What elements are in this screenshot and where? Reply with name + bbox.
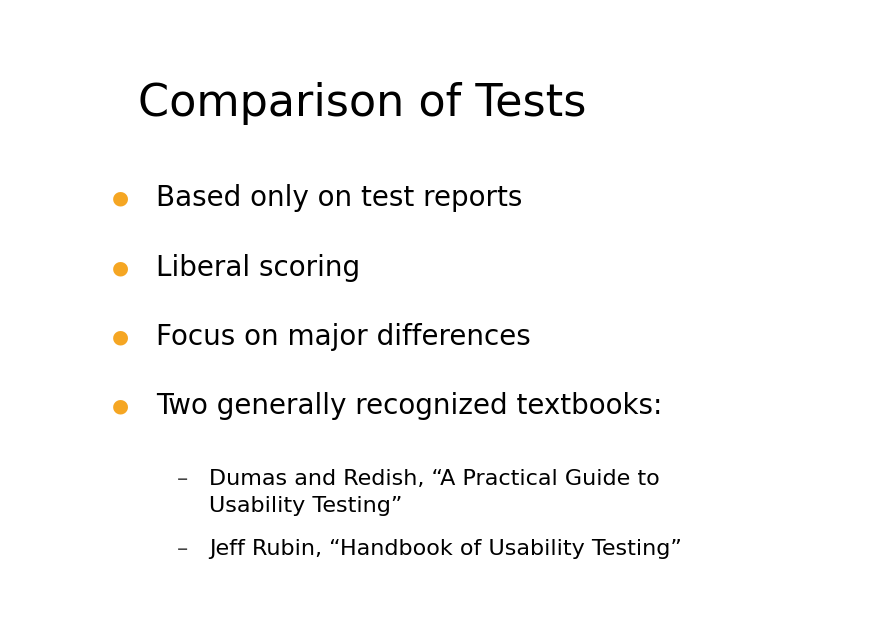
Text: ●: ●	[111, 397, 129, 416]
Text: Jeff Rubin, “Handbook of Usability Testing”: Jeff Rubin, “Handbook of Usability Testi…	[209, 539, 683, 559]
Text: Based only on test reports: Based only on test reports	[156, 185, 522, 212]
Text: Liberal scoring: Liberal scoring	[156, 254, 360, 282]
Text: ●: ●	[111, 189, 129, 208]
Text: Focus on major differences: Focus on major differences	[156, 323, 531, 351]
Text: ●: ●	[111, 258, 129, 277]
Text: ●: ●	[111, 328, 129, 347]
Text: –: –	[177, 469, 188, 490]
Text: Two generally recognized textbooks:: Two generally recognized textbooks:	[156, 392, 662, 420]
Text: Dumas and Redish, “A Practical Guide to
Usability Testing”: Dumas and Redish, “A Practical Guide to …	[209, 469, 660, 516]
Text: Comparison of Tests: Comparison of Tests	[138, 82, 586, 125]
Text: –: –	[177, 539, 188, 559]
